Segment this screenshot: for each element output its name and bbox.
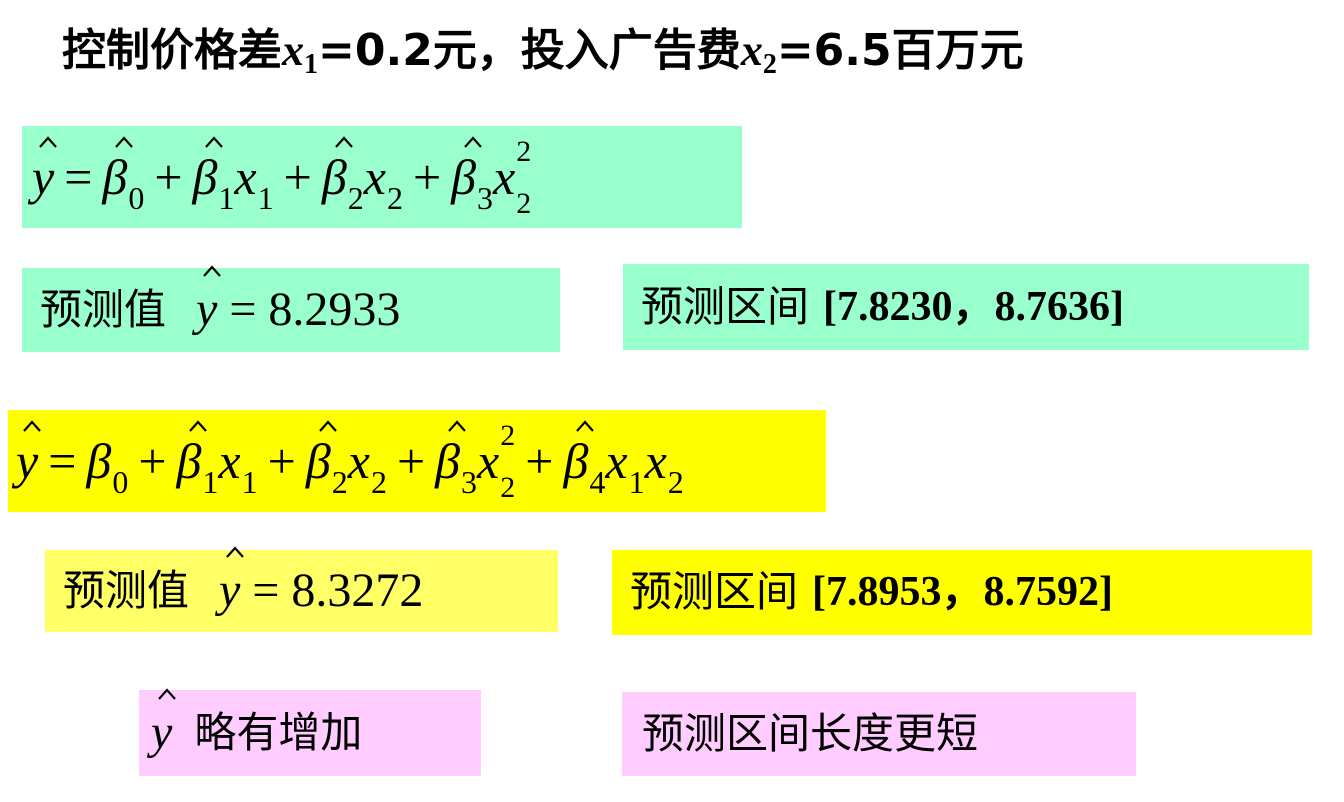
title-sub: 1: [304, 49, 318, 80]
model2-interval: 预测区间 [7.8953，8.7592]: [612, 550, 1312, 635]
title-var: x: [282, 26, 304, 75]
subscript: 2: [347, 180, 364, 216]
operator: +: [267, 433, 296, 489]
hat-icon: [157, 688, 177, 700]
math-term: y: [16, 420, 42, 486]
model1-prediction: 预测值 y = 8.2933: [22, 265, 560, 352]
title-text: 控制价格差: [62, 25, 282, 76]
operator: +: [154, 149, 183, 205]
interval-label: 预测区间: [630, 567, 799, 617]
subscript: 0: [128, 180, 145, 216]
subscript: 0: [112, 464, 129, 500]
pred-label: 预测值: [40, 284, 167, 334]
hat-icon: [225, 546, 245, 558]
subscript: 2: [516, 187, 532, 220]
y-hat: y: [219, 546, 244, 620]
subscript: 2: [500, 471, 516, 504]
hat-icon: [38, 136, 58, 148]
subscript: 2: [667, 464, 684, 500]
hat-icon: [114, 136, 134, 148]
model2-equation: y = β 0 + β 1 x 1 + β 2 x 2 + β 3 x 2 2 + β 4 x 1 x 2: [8, 410, 826, 512]
math-term: y: [32, 136, 58, 202]
subscript: 1: [202, 464, 219, 500]
operator: +: [396, 433, 426, 489]
subscript: 2: [386, 180, 403, 216]
subscript: 1: [218, 180, 235, 216]
hat-icon: [575, 420, 595, 432]
hat-icon: [204, 136, 224, 148]
interval-value: [7.8953，8.7592]: [812, 569, 1113, 616]
hat-icon: [447, 420, 467, 432]
operator: +: [138, 433, 167, 489]
hat-icon: [334, 136, 354, 148]
subscript: 2: [370, 464, 387, 500]
hat-icon: [318, 420, 338, 432]
conclusion-yhat: y 略有增加: [139, 688, 481, 776]
operator: =: [64, 149, 93, 205]
superscript: 2: [500, 419, 516, 452]
operator: =: [48, 433, 77, 489]
conclusion-text: 预测区间长度更短: [642, 708, 979, 758]
pred-value: = 8.2933: [229, 283, 401, 337]
conclusion-interval: 预测区间长度更短: [622, 692, 1136, 776]
subscript: 1: [257, 180, 274, 216]
operator: +: [412, 149, 442, 205]
conclusion-text: 略有增加: [194, 707, 363, 757]
hat-icon: [188, 420, 208, 432]
model1-interval: 预测区间 [7.8230，8.7636]: [623, 264, 1309, 350]
slide-title: 控制价格差x1=0.2元，投入广告费x2=6.5百万元: [62, 22, 1024, 79]
pred-label: 预测值: [63, 565, 190, 615]
hat-icon: [202, 265, 222, 277]
subscript: 3: [461, 464, 478, 500]
y-hat: y: [151, 688, 176, 762]
subscript: 3: [477, 180, 494, 216]
hat-icon: [22, 420, 42, 432]
subscript: 1: [241, 464, 258, 500]
subscript: 1: [628, 464, 645, 500]
y-hat: y: [196, 265, 221, 339]
superscript: 2: [516, 135, 532, 168]
subscript: 2: [331, 464, 348, 500]
hat-icon: [463, 136, 483, 148]
operator: +: [525, 433, 554, 489]
operator: +: [283, 149, 312, 205]
model2-prediction: 预测值 y = 8.3272: [45, 546, 558, 632]
interval-label: 预测区间: [641, 281, 810, 331]
pred-value: = 8.3272: [252, 564, 424, 618]
title-text: =0.2元，投入广告费: [318, 25, 741, 76]
model1-equation: y = β 0 + β 1 x 1 + β 2 x 2 + β 3 x 2 2: [22, 126, 742, 228]
title-sub: 2: [762, 49, 777, 80]
title-text: =6.5百万元: [776, 25, 1024, 76]
subscript: 4: [589, 464, 606, 500]
interval-value: [7.8230，8.7636]: [823, 283, 1124, 330]
title-var: x: [740, 26, 763, 75]
